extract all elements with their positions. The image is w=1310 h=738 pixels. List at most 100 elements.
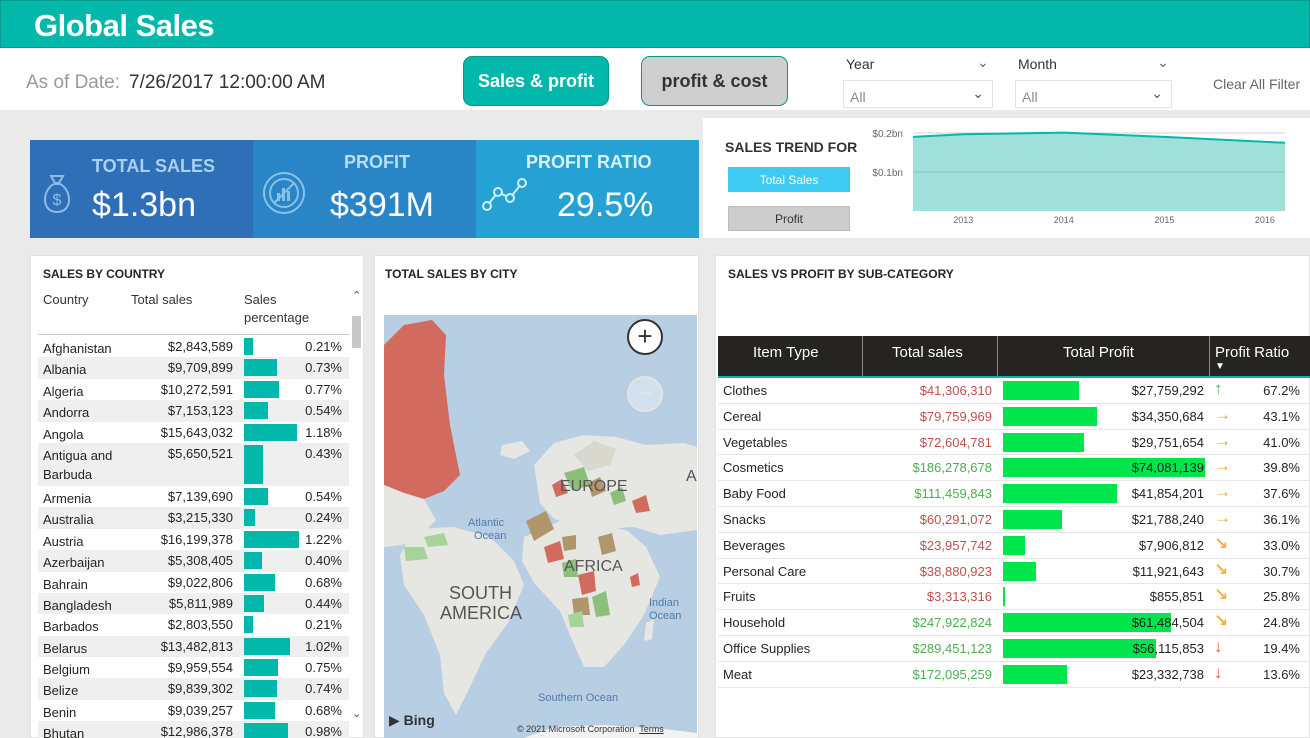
table-row[interactable]: Austria $16,199,378 1.22% bbox=[38, 529, 349, 550]
table-row[interactable]: Personal Care $38,880,923 $11,921,643 ↘ 30.7… bbox=[718, 559, 1310, 585]
column-header-profit-ratio[interactable]: Profit Ratio bbox=[1215, 344, 1290, 361]
total-profit-bar bbox=[1003, 587, 1005, 607]
table-row[interactable]: Australia $3,215,330 0.24% bbox=[38, 507, 349, 529]
item-type: Vegetables bbox=[723, 434, 788, 450]
scroll-up-icon[interactable]: ⌃ bbox=[352, 290, 362, 302]
header-accent-line bbox=[718, 376, 1310, 378]
profit-cost-button[interactable]: profit & cost bbox=[641, 56, 788, 106]
total-profit-value: $11,921,643 bbox=[1132, 563, 1204, 579]
table-row[interactable]: Benin $9,039,257 0.68% bbox=[38, 700, 349, 721]
sort-desc-icon[interactable]: ▼ bbox=[1215, 361, 1225, 372]
table-row[interactable]: Angola $15,643,032 1.18% bbox=[38, 422, 349, 443]
column-header-item-type[interactable]: Item Type bbox=[753, 344, 819, 361]
arrow-right-icon: → bbox=[1214, 430, 1231, 450]
trend-total-sales-button[interactable]: Total Sales bbox=[728, 167, 850, 192]
map-label-africa: AFRICA bbox=[564, 558, 623, 575]
arrow-down-icon: ↓ bbox=[1214, 636, 1223, 656]
table-row[interactable]: Vegetables $72,604,781 $29,751,654 → 41.0% bbox=[718, 430, 1310, 456]
table-row[interactable]: Andorra $7,153,123 0.54% bbox=[38, 400, 349, 422]
table-row[interactable]: Afghanistan $2,843,589 0.21% bbox=[38, 336, 349, 357]
chevron-down-icon[interactable]: ⌄ bbox=[1157, 54, 1169, 70]
column-header-total-sales[interactable]: Total sales bbox=[131, 292, 193, 307]
kpi-profit-ratio-value: 29.5% bbox=[557, 186, 654, 224]
map-label-south: SOUTH bbox=[449, 583, 512, 603]
table-row[interactable]: Azerbaijan $5,308,405 0.40% bbox=[38, 550, 349, 572]
country-total-sales: $2,843,589 bbox=[167, 339, 233, 354]
total-profit-value: $34,350,684 bbox=[1131, 408, 1204, 424]
trend-x-tick: 2016 bbox=[1255, 215, 1275, 225]
table-row[interactable]: Barbados $2,803,550 0.21% bbox=[38, 614, 349, 635]
arrow-down-right-icon: ↘ bbox=[1214, 533, 1229, 553]
table-row[interactable]: Belgium $9,959,554 0.75% bbox=[38, 657, 349, 678]
table-row[interactable]: Algeria $10,272,591 0.77% bbox=[38, 379, 349, 400]
sales-percentage-bar bbox=[244, 680, 277, 698]
total-profit-value: $27,759,292 bbox=[1131, 383, 1204, 398]
sales-percentage-bar bbox=[244, 616, 253, 634]
column-header-total-profit[interactable]: Total Profit bbox=[1063, 344, 1134, 361]
total-profit-bar bbox=[1003, 509, 1062, 529]
country-name: Australia bbox=[43, 512, 94, 528]
table-row[interactable]: Fruits $3,313,316 $855,851 ↘ 25.8% bbox=[718, 584, 1310, 611]
column-header-country[interactable]: Country bbox=[43, 292, 89, 307]
total-profit-bar bbox=[1003, 638, 1156, 658]
sales-percentage-value: 0.74% bbox=[305, 681, 342, 697]
table-row[interactable]: Bangladesh $5,811,989 0.44% bbox=[38, 592, 349, 615]
table-row[interactable]: Office Supplies $289,451,123 $56,115,853 ↓ 1… bbox=[718, 636, 1310, 662]
table-row[interactable]: Albania $9,709,899 0.73% bbox=[38, 357, 349, 379]
table-row[interactable]: Armenia $7,139,690 0.54% bbox=[38, 486, 349, 507]
header-divider bbox=[862, 336, 863, 377]
year-dropdown[interactable]: All ⌄ bbox=[843, 80, 993, 108]
sales-percentage-value: 1.02% bbox=[305, 638, 342, 654]
table-row[interactable]: Meat $172,095,259 $23,332,738 ↓ 13.6% bbox=[718, 662, 1310, 688]
country-total-sales: $10,272,591 bbox=[160, 381, 233, 397]
subcategory-table-body: Clothes $41,306,310 $27,759,292 ↑ 67.2% Cerea… bbox=[718, 378, 1310, 688]
table-row[interactable]: Cosmetics $186,278,678 $74,081,139 → 39.8% bbox=[718, 455, 1310, 482]
sales-percentage-bar bbox=[244, 487, 268, 505]
table-row[interactable]: Clothes $41,306,310 $27,759,292 ↑ 67.2% bbox=[718, 378, 1310, 404]
item-type: Beverages bbox=[723, 537, 786, 553]
table-row[interactable]: Baby Food $111,459,843 $41,854,201 → 37.6% bbox=[718, 481, 1310, 507]
scroll-down-icon[interactable]: ⌄ bbox=[352, 708, 362, 720]
profit-ratio-value: 33.0% bbox=[1263, 537, 1300, 553]
kpi-total-sales-card: $ TOTAL SALES $1.3bn bbox=[30, 140, 253, 238]
scrollbar-thumb[interactable] bbox=[352, 316, 361, 348]
zoom-out-button[interactable]: − bbox=[627, 376, 663, 412]
trend-line-icon bbox=[482, 178, 527, 211]
arrow-up-icon: ↑ bbox=[1214, 379, 1223, 398]
total-profit-value: $56,115,853 bbox=[1132, 640, 1204, 656]
profit-ratio-value: 30.7% bbox=[1263, 563, 1300, 579]
sales-profit-button[interactable]: Sales & profit bbox=[463, 56, 609, 106]
country-total-sales: $3,215,330 bbox=[167, 510, 233, 526]
world-map[interactable]: EUROPE AFRICA SOUTH AMERICA Atlantic Oce… bbox=[384, 315, 697, 738]
table-row[interactable]: Beverages $23,957,742 $7,906,812 ↘ 33.0% bbox=[718, 533, 1310, 559]
svg-text:$: $ bbox=[53, 192, 62, 209]
total-sales-value: $79,759,969 bbox=[919, 408, 992, 424]
trend-profit-button[interactable]: Profit bbox=[728, 206, 850, 231]
table-row[interactable]: Antigua and Barbuda $5,650,521 0.43% bbox=[38, 442, 349, 486]
column-header-total-sales[interactable]: Total sales bbox=[892, 344, 963, 361]
month-dropdown[interactable]: All ⌄ bbox=[1015, 80, 1172, 108]
profit-ratio-value: 24.8% bbox=[1263, 615, 1300, 631]
clear-all-filter-button[interactable]: Clear All Filter bbox=[1213, 76, 1301, 92]
map-canvas[interactable]: EUROPE AFRICA SOUTH AMERICA Atlantic Oce… bbox=[384, 315, 697, 738]
profit-ratio-value: 67.2% bbox=[1263, 383, 1300, 398]
country-total-sales: $9,039,257 bbox=[167, 702, 233, 718]
table-row[interactable]: Household $247,922,824 $61,484,504 ↘ 24.8% bbox=[718, 610, 1310, 636]
column-header-sales-percentage[interactable]: Sales percentage bbox=[244, 292, 310, 325]
table-row[interactable]: Cereal $79,759,969 $34,350,684 → 43.1% bbox=[718, 404, 1310, 430]
country-total-sales: $9,709,899 bbox=[167, 360, 233, 376]
sales-by-country-panel: SALES BY COUNTRY bbox=[30, 255, 364, 738]
country-name: Albania bbox=[43, 362, 87, 378]
kpi-total-sales-value: $1.3bn bbox=[92, 186, 196, 224]
country-name: Belgium bbox=[43, 662, 90, 678]
table-row[interactable]: Belize $9,839,302 0.74% bbox=[38, 678, 349, 700]
table-row[interactable]: Bahrain $9,022,806 0.68% bbox=[38, 572, 349, 593]
table-row[interactable]: Snacks $60,291,072 $21,788,240 → 36.1% bbox=[718, 507, 1310, 533]
chevron-down-icon[interactable]: ⌄ bbox=[977, 54, 989, 70]
table-row[interactable]: Bhutan $12,986,378 0.98% bbox=[38, 721, 349, 738]
map-terms-link[interactable]: Terms bbox=[639, 724, 664, 734]
zoom-in-button[interactable]: + bbox=[627, 319, 663, 355]
table-row[interactable]: Belarus $13,482,813 1.02% bbox=[38, 635, 349, 658]
map-label-europe: EUROPE bbox=[560, 478, 628, 495]
country-name: Belize bbox=[43, 683, 79, 699]
